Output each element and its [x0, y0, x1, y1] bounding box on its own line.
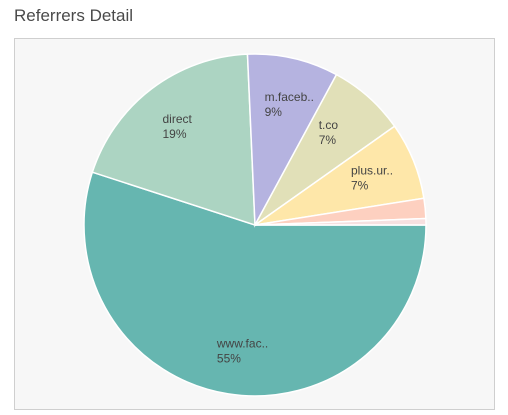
- pie-slice[interactable]: [91, 53, 256, 227]
- slice-percent: 7%: [351, 179, 369, 193]
- slice-percent: 55%: [217, 352, 241, 366]
- slice-label: direct: [163, 112, 193, 126]
- pie-slice[interactable]: [254, 217, 427, 226]
- slice-percent: 19%: [163, 127, 187, 141]
- pie-slices: [83, 53, 427, 397]
- panel-title: Referrers Detail: [14, 6, 134, 25]
- slice-label: plus.ur..: [351, 164, 393, 178]
- pie-labels: www.fac..55%direct19%m.faceb..9%t.co7%pl…: [163, 90, 394, 366]
- slice-percent: 9%: [265, 105, 283, 119]
- pie-slice[interactable]: [83, 171, 427, 397]
- pie-slice[interactable]: [246, 53, 338, 228]
- slice-label: www.fac..: [216, 337, 268, 351]
- slice-label: m.faceb..: [265, 90, 314, 104]
- slice-label: t.co: [319, 118, 339, 132]
- slice-percent: 7%: [319, 133, 337, 147]
